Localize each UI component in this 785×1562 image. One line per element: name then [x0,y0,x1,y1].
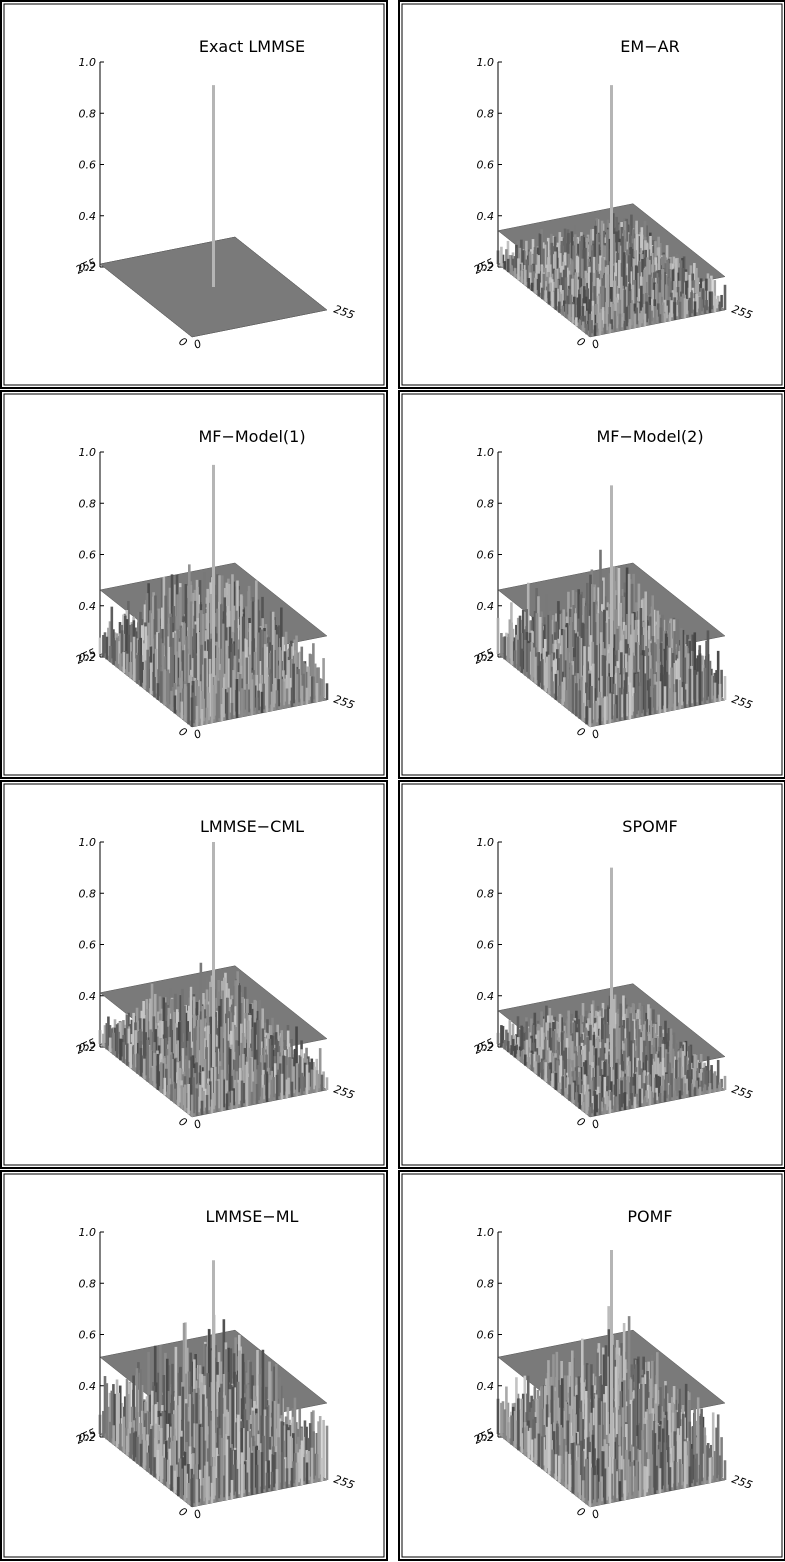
x-tick-label: 0 [192,1117,204,1132]
panel-border [0,1170,388,1561]
z-tick-label: 0.4 [477,990,495,1003]
panel-border [398,390,785,779]
z-tick-label: 0.2 [477,1041,495,1054]
x-tick-label: 255 [332,1473,356,1492]
x-tick-label: 0 [192,1507,204,1522]
z-tick-label: 0.4 [79,1380,97,1393]
z-tick-label: 0.2 [79,1041,97,1054]
z-tick-label: 0.6 [477,549,495,562]
z-tick-label: 0.2 [477,261,495,274]
x-tick-label: 0 [590,337,602,352]
x-tick-label: 0 [590,727,602,742]
panel-border [401,1173,783,1558]
z-tick-label: 0.8 [477,497,495,510]
panel-title: SPOMF [622,817,677,836]
y-tick-label: 0 [176,1115,189,1130]
y-tick-label: 0 [574,335,587,350]
z-tick-label: 0.8 [79,1277,97,1290]
x-tick-label: 0 [590,1117,602,1132]
z-tick-label: 0.8 [477,887,495,900]
x-tick-label: 255 [332,693,356,712]
panel-border [3,393,385,776]
z-tick-label: 0.6 [79,159,97,172]
z-tick-label: 1.0 [477,56,495,69]
z-tick-label: 0.8 [79,887,97,900]
z-tick-label: 1.0 [79,446,97,459]
panel-border [401,783,783,1166]
x-tick-label: 255 [730,303,754,322]
z-tick-label: 0.4 [79,210,97,223]
z-tick-label: 0.8 [79,107,97,120]
panel-title: MF−Model(2) [596,427,703,446]
x-tick-label: 0 [192,727,204,742]
panel-border [398,0,785,389]
z-tick-label: 0.4 [79,990,97,1003]
z-tick-label: 1.0 [79,1226,97,1239]
x-tick-label: 0 [192,337,204,352]
z-tick-label: 0.4 [477,1380,495,1393]
x-tick-label: 255 [332,303,356,322]
y-tick-label: 0 [176,1505,189,1520]
panel-title: LMMSE−CML [200,817,304,836]
z-tick-label: 1.0 [477,1226,495,1239]
z-tick-label: 0.6 [477,159,495,172]
panel-title: LMMSE−ML [206,1207,299,1226]
panel-border [0,390,388,779]
panel-title: POMF [627,1207,672,1226]
z-tick-label: 0.2 [79,651,97,664]
z-tick-label: 1.0 [79,836,97,849]
z-tick-label: 0.6 [79,1329,97,1342]
z-tick-label: 0.6 [79,549,97,562]
panel-border [401,393,783,776]
z-tick-label: 0.8 [477,1277,495,1290]
z-tick-label: 0.4 [79,600,97,613]
y-tick-label: 0 [176,335,189,350]
panel-border [0,0,388,389]
panel-title: MF−Model(1) [198,427,305,446]
y-tick-label: 0 [176,725,189,740]
z-tick-label: 0.4 [477,210,495,223]
z-tick-label: 1.0 [477,446,495,459]
x-tick-label: 255 [332,1083,356,1102]
z-tick-label: 0.8 [79,497,97,510]
panel-border [398,1170,785,1561]
panel-border [398,780,785,1169]
z-tick-label: 0.6 [477,939,495,952]
panel-border [3,1173,385,1558]
panel-title: EM−AR [620,37,679,56]
x-tick-label: 255 [730,693,754,712]
y-tick-label: 0 [574,725,587,740]
z-tick-label: 0.6 [79,939,97,952]
z-tick-label: 0.2 [79,261,97,274]
z-tick-label: 0.4 [477,600,495,613]
panel-title: Exact LMMSE [199,37,305,56]
z-tick-label: 0.2 [477,1431,495,1444]
z-tick-label: 0.2 [477,651,495,664]
panel-border [0,780,388,1169]
z-tick-label: 0.6 [477,1329,495,1342]
z-tick-label: 1.0 [79,56,97,69]
panel-border [401,3,783,386]
panel-border [3,783,385,1166]
y-tick-label: 0 [574,1115,587,1130]
z-tick-label: 0.8 [477,107,495,120]
panel-border [3,3,385,386]
z-tick-label: 0.2 [79,1431,97,1444]
z-tick-label: 1.0 [477,836,495,849]
x-tick-label: 255 [730,1083,754,1102]
